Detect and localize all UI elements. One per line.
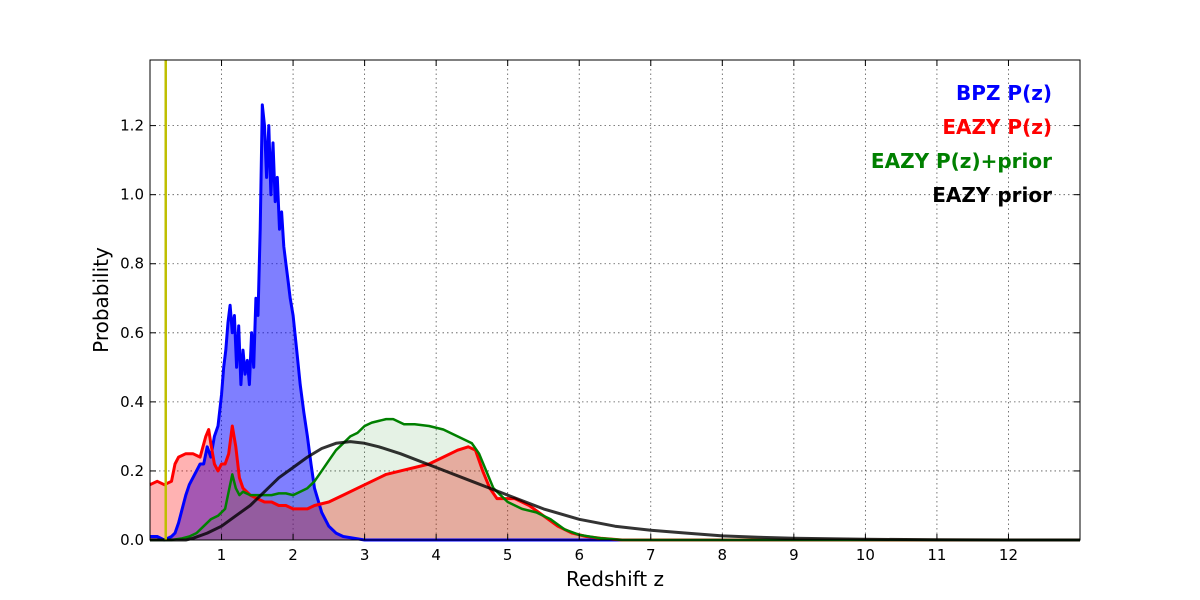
y-tick-label-1: 0.2 (120, 462, 144, 480)
x-tick-label-9: 10 (856, 546, 875, 564)
x-tick-label-7: 8 (718, 546, 728, 564)
series-line-0 (150, 103, 1080, 542)
series-lines (149, 103, 1080, 542)
x-tick-label-4: 5 (503, 546, 513, 564)
x-axis-label: Redshift z (566, 567, 664, 591)
x-tick-label-6: 7 (646, 546, 656, 564)
y-tick-label-3: 0.6 (120, 324, 144, 342)
y-tick-label-0: 0.0 (120, 531, 144, 549)
legend: BPZ P(z) EAZY P(z) EAZY P(z)+prior EAZY pri… (871, 81, 1052, 207)
x-tick-label-1: 2 (288, 546, 298, 564)
x-tick-label-10: 11 (927, 546, 946, 564)
legend-entry-1: EAZY P(z) (942, 115, 1052, 139)
series-area-1 (150, 426, 1080, 540)
x-tick-label-5: 6 (574, 546, 584, 564)
x-tick-label-11: 12 (999, 546, 1018, 564)
x-tick-label-2: 3 (360, 546, 370, 564)
y-tick-label-5: 1.0 (120, 186, 144, 204)
legend-entry-0: BPZ P(z) (956, 81, 1052, 105)
y-axis-label: Probability (89, 247, 113, 353)
plot-frame (149, 59, 1081, 541)
y-tick-label-6: 1.2 (120, 117, 144, 135)
y-tick-label-2: 0.4 (120, 393, 144, 411)
x-tick-label-8: 9 (789, 546, 799, 564)
x-tick-label-0: 1 (217, 546, 227, 564)
series-line-1 (149, 424, 1080, 542)
legend-entry-3: EAZY prior (932, 183, 1052, 207)
legend-entry-2: EAZY P(z)+prior (871, 149, 1052, 173)
y-tick-label-4: 0.8 (120, 255, 144, 273)
series-area-0 (150, 104, 1080, 541)
x-tick-label-3: 4 (431, 546, 441, 564)
axis-ticks: 1 2 3 4 5 6 7 8 9 10 11 120.00.20.40.60.81.01.2 (120, 60, 1080, 564)
series-line-3 (150, 440, 1080, 542)
